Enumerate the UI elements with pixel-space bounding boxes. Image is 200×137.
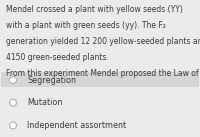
Text: with a plant with green seeds (yy). The F₂: with a plant with green seeds (yy). The … bbox=[6, 21, 166, 30]
Text: From this experiment Mendel proposed the Law of: From this experiment Mendel proposed the… bbox=[6, 68, 199, 78]
Text: generation yielded 12 200 yellow-seeded plants and: generation yielded 12 200 yellow-seeded … bbox=[6, 37, 200, 46]
Text: Segregation: Segregation bbox=[27, 76, 76, 85]
Ellipse shape bbox=[10, 99, 16, 106]
Text: Independent assortment: Independent assortment bbox=[27, 121, 126, 130]
Ellipse shape bbox=[10, 122, 16, 129]
FancyBboxPatch shape bbox=[1, 72, 199, 87]
Text: 4150 green-seeded plants.: 4150 green-seeded plants. bbox=[6, 53, 109, 62]
Text: Mutation: Mutation bbox=[27, 98, 62, 107]
Text: Mendel crossed a plant with yellow seeds (YY): Mendel crossed a plant with yellow seeds… bbox=[6, 5, 183, 15]
Ellipse shape bbox=[10, 77, 16, 84]
